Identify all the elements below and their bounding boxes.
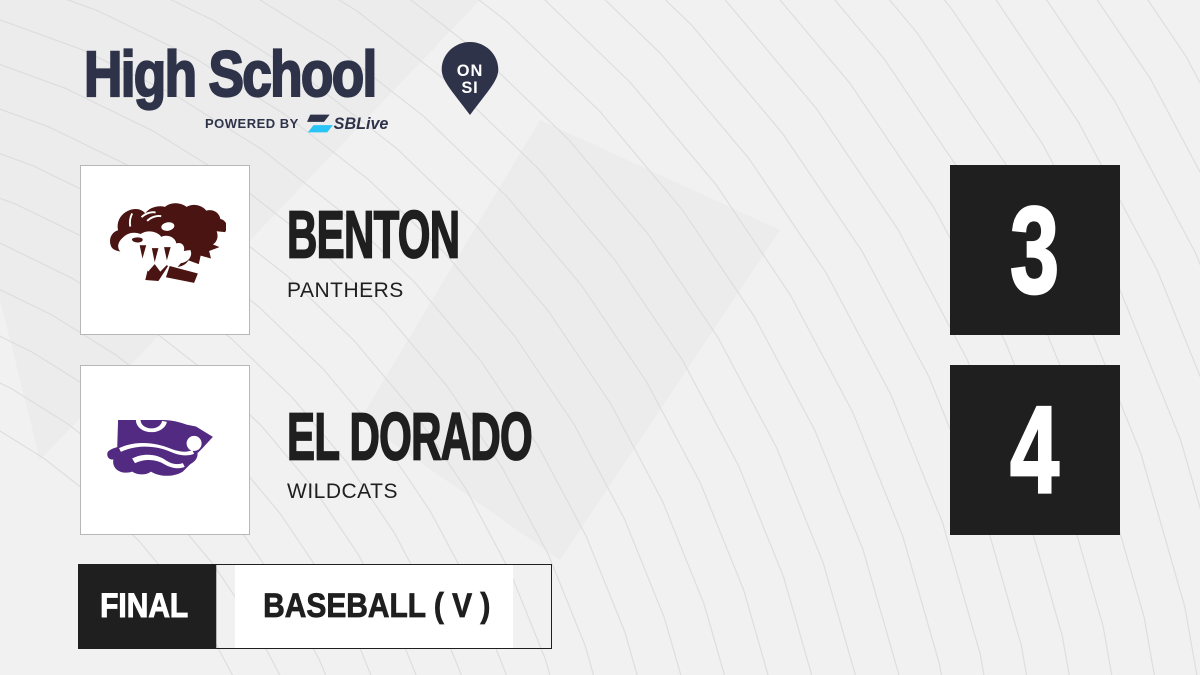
svg-text:SI: SI (462, 79, 479, 97)
svg-text:ON: ON (457, 62, 483, 80)
svg-text:SBLive: SBLive (334, 115, 389, 133)
